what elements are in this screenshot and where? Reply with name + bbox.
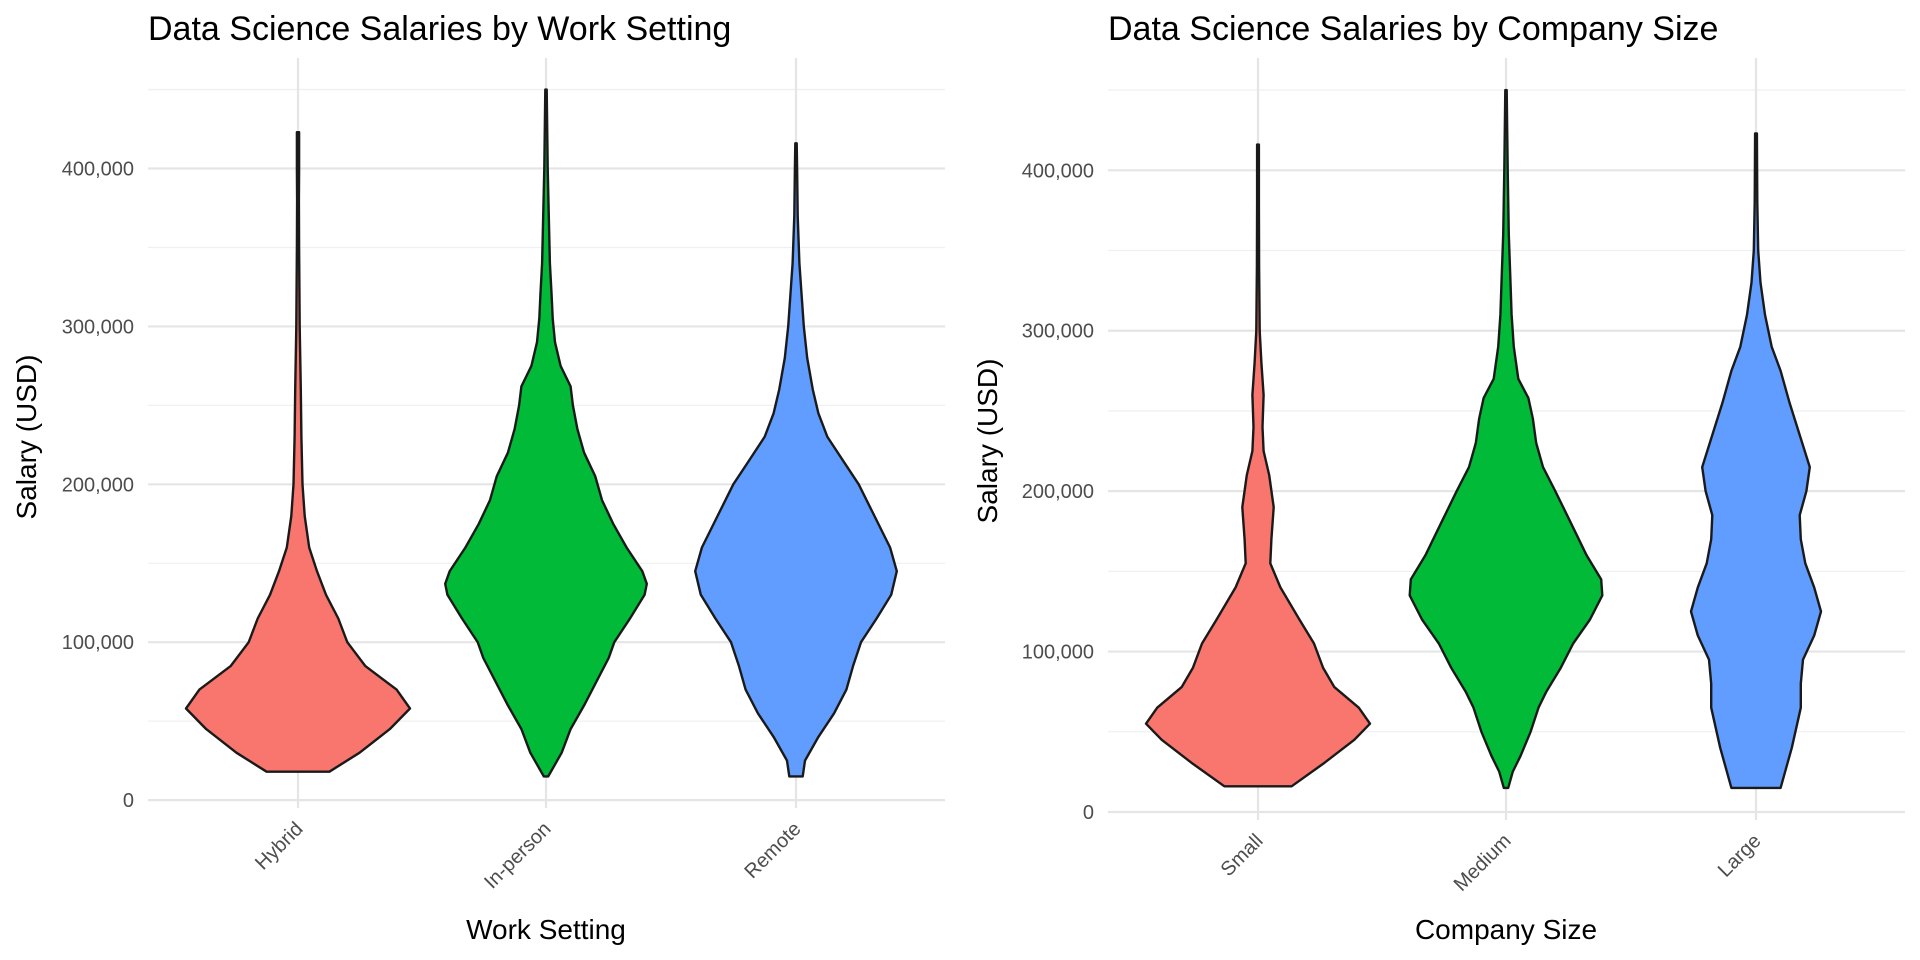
- violin-large: [1689, 132, 1823, 790]
- violin-remote: [694, 142, 898, 778]
- chart-title: Data Science Salaries by Work Setting: [148, 10, 731, 48]
- x-tick-label-hybrid: Hybrid: [251, 818, 307, 874]
- panel-company-size: Data Science Salaries by Company Size 0 1…: [972, 10, 1905, 945]
- y-tick-label: 100,000: [1022, 642, 1094, 664]
- y-tick-label: 400,000: [62, 159, 134, 181]
- y-tick-label: 300,000: [1022, 321, 1094, 343]
- y-tick-label: 400,000: [1022, 160, 1094, 182]
- violins: [184, 88, 898, 778]
- y-tick-label: 200,000: [1022, 481, 1094, 503]
- x-axis-title: Work Setting: [466, 914, 626, 945]
- y-tick-label: 0: [1083, 802, 1094, 824]
- y-tick-label: 100,000: [62, 632, 134, 654]
- y-tick-label: 300,000: [62, 316, 134, 338]
- violin-in-person: [444, 88, 648, 778]
- chart-title: Data Science Salaries by Company Size: [1108, 10, 1718, 48]
- x-tick-label-in-person: In-person: [480, 818, 555, 893]
- y-axis-title: Salary (USD): [11, 355, 42, 520]
- violins: [1144, 88, 1823, 790]
- y-tick-labels: 0 100,000 200,000 300,000 400,000: [1022, 160, 1094, 824]
- x-tick-label-medium: Medium: [1450, 830, 1516, 896]
- violin-medium: [1408, 88, 1604, 790]
- x-tick-labels: Hybrid In-person Remote: [251, 818, 805, 893]
- y-axis-title: Salary (USD): [972, 359, 1003, 524]
- x-tick-labels: Small Medium Large: [1217, 830, 1766, 896]
- x-tick-label-remote: Remote: [740, 818, 805, 883]
- violin-small: [1144, 143, 1372, 788]
- x-tick-label-large: Large: [1714, 830, 1766, 882]
- violin-hybrid: [184, 131, 412, 773]
- y-tick-label: 0: [123, 790, 134, 812]
- x-tick-label-small: Small: [1217, 830, 1268, 881]
- y-tick-label: 200,000: [62, 474, 134, 496]
- panel-work-setting: Data Science Salaries by Work Setting 0 1…: [11, 10, 945, 945]
- y-tick-labels: 0 100,000 200,000 300,000 400,000: [62, 159, 134, 813]
- x-axis-title: Company Size: [1415, 914, 1597, 945]
